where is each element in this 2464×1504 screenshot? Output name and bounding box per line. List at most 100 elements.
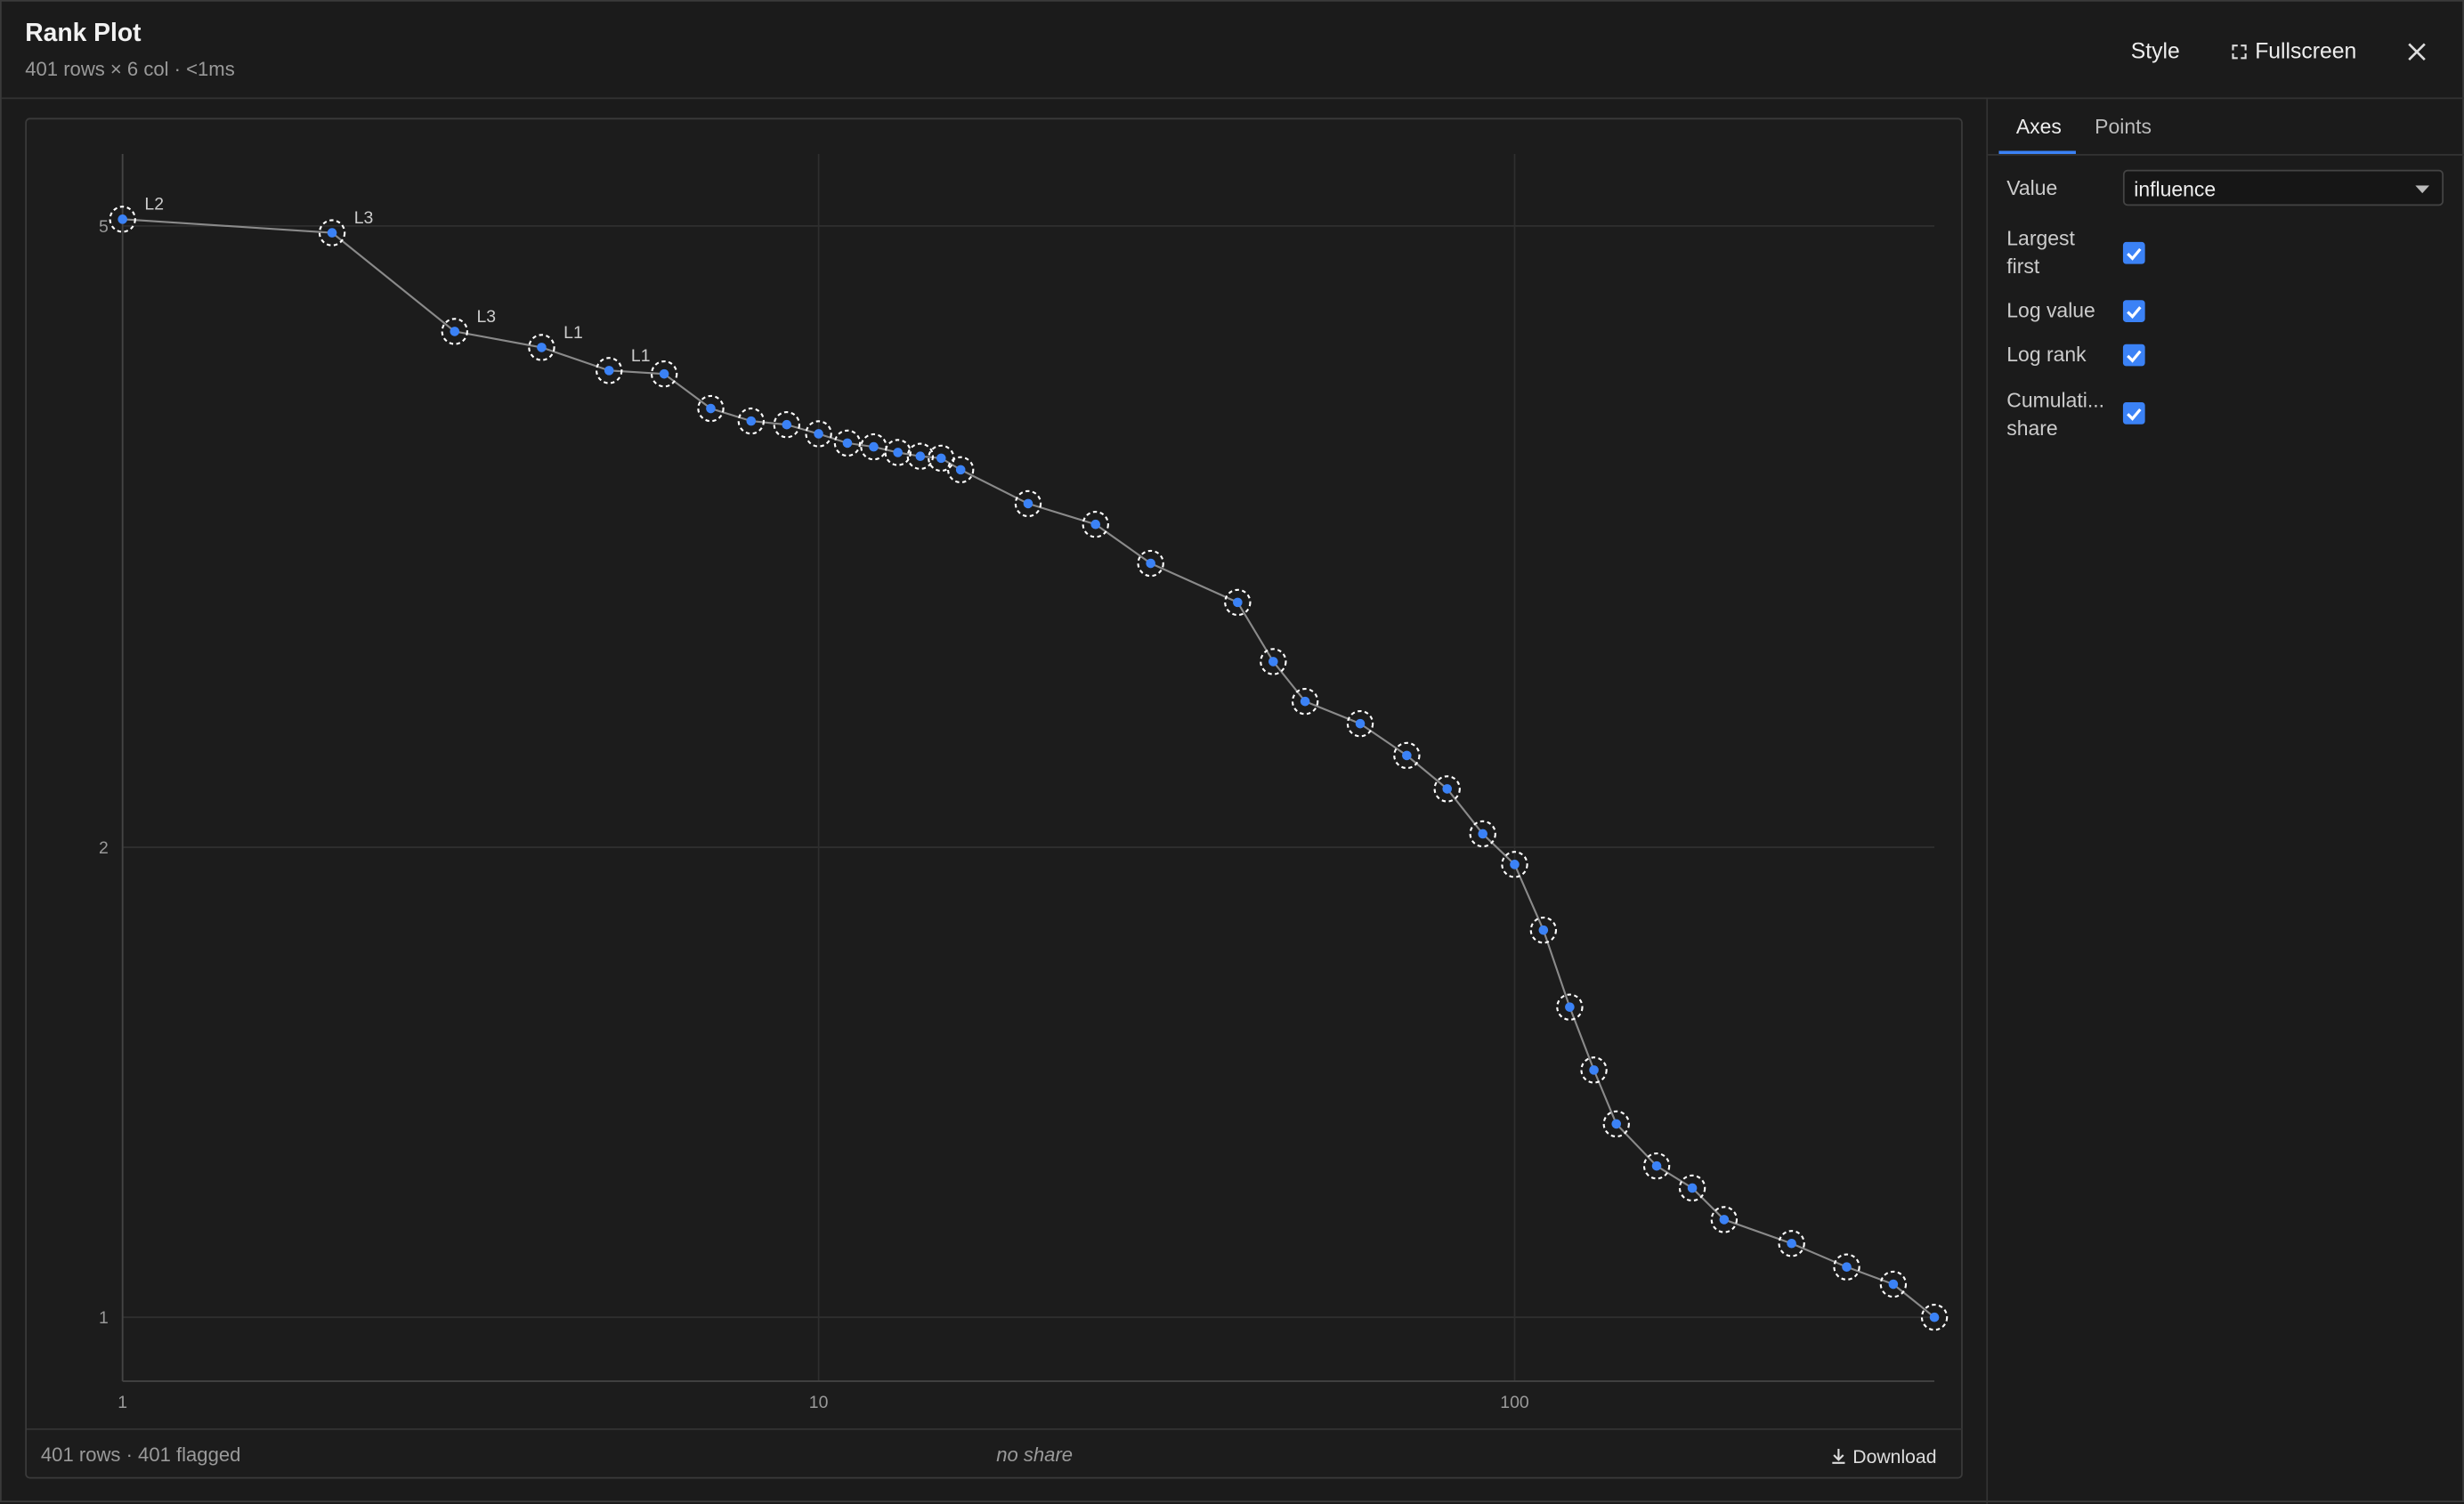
x-tick-label: 10 (809, 1393, 829, 1412)
flag-ring (1580, 1056, 1608, 1084)
connector-line (122, 218, 1935, 1319)
point (915, 451, 926, 462)
point (1510, 860, 1520, 869)
control-label: Log value (2006, 298, 2095, 322)
flag-ring (1556, 993, 1584, 1021)
point (1442, 784, 1453, 794)
point (782, 419, 792, 430)
flag-ring (1224, 588, 1252, 617)
point (1090, 519, 1101, 530)
flag-ring (884, 439, 912, 466)
point (1687, 1183, 1698, 1193)
y-tick-label: 5 (99, 217, 109, 237)
flag-ring (833, 429, 862, 457)
point (537, 343, 547, 352)
check (2127, 408, 2142, 421)
checkbox[interactable] (2122, 402, 2145, 425)
point (327, 228, 337, 238)
point (893, 448, 903, 457)
control-label: Log rank (2006, 342, 2087, 367)
point (1146, 558, 1155, 569)
tab[interactable]: Points (2095, 114, 2152, 139)
value-select[interactable]: influence (2122, 169, 2444, 206)
point (1233, 597, 1243, 608)
flag-ring (650, 360, 678, 388)
flag-ring (1346, 709, 1374, 738)
flag-ring (947, 456, 975, 484)
point (1611, 1119, 1622, 1129)
flag-ring (1833, 1253, 1860, 1281)
check (2127, 247, 2142, 261)
divider (27, 1428, 1963, 1430)
point (1023, 498, 1033, 509)
flag-ring (109, 206, 136, 233)
subtitle: 401 rows × 6 col · <1ms (25, 58, 235, 81)
flag-ring (906, 442, 935, 470)
x-tick-label: 1 (118, 1393, 127, 1412)
check (2127, 306, 2142, 319)
checkbox[interactable] (2122, 241, 2145, 264)
dropdown-caret (2415, 185, 2430, 194)
point-label: L3 (476, 307, 496, 327)
flag-ring (1778, 1230, 1805, 1257)
checkbox[interactable] (2122, 300, 2145, 322)
flag-ring (441, 318, 468, 345)
flag-ring (1602, 1110, 1630, 1138)
flag-ring (697, 394, 725, 423)
download-icon (1832, 1448, 1845, 1464)
style-button[interactable]: Style (2130, 37, 2180, 63)
flag-ring (805, 420, 832, 448)
checkbox[interactable] (2122, 344, 2145, 367)
point (955, 465, 966, 475)
value-label: Value (2006, 175, 2058, 200)
point-label: L2 (144, 195, 164, 214)
fullscreen-button[interactable]: Fullscreen (2255, 37, 2357, 63)
check (2127, 350, 2142, 363)
flag-ring (1678, 1174, 1706, 1202)
flag-ring (1920, 1304, 1949, 1331)
title: Rank Plot (25, 20, 142, 47)
point (1651, 1160, 1662, 1171)
footer-summary: 401 rows · 401 flagged (40, 1443, 241, 1467)
control-label: Largest first (2006, 226, 2075, 279)
point (1355, 718, 1366, 729)
fullscreen-icon (2232, 44, 2247, 60)
point (1478, 829, 1488, 839)
x-tick-label: 100 (1500, 1393, 1529, 1412)
chart-panel (25, 117, 1963, 1479)
tab-indicator (1998, 150, 2076, 155)
point (814, 429, 823, 439)
divider (1986, 99, 1989, 1504)
flag-ring (1082, 511, 1109, 538)
point-label: L1 (563, 323, 583, 343)
point (604, 366, 614, 376)
point (450, 327, 460, 336)
flag-ring (737, 407, 765, 435)
point (1719, 1215, 1730, 1225)
divider (1, 97, 2464, 100)
flag-ring (1260, 648, 1287, 675)
point (1538, 925, 1549, 935)
download-button[interactable]: Download (1852, 1445, 1937, 1468)
y-tick-label: 1 (99, 1308, 109, 1328)
flag-ring (1137, 549, 1164, 578)
point (1402, 750, 1412, 761)
close-button[interactable] (2407, 43, 2426, 61)
point-label: L1 (631, 346, 651, 366)
flag-ring (528, 334, 555, 361)
flag-ring (1529, 916, 1558, 944)
point (1300, 696, 1310, 707)
point (1888, 1279, 1899, 1290)
flag-ring (1291, 687, 1319, 716)
flag-ring (1501, 851, 1528, 878)
flag-ring (1879, 1270, 1908, 1298)
control-label: Cumulati... share (2006, 388, 2104, 441)
divider (1988, 154, 2464, 156)
tab[interactable]: Axes (2015, 114, 2062, 139)
point (842, 438, 853, 449)
footer-share: no share (996, 1443, 1074, 1467)
point-label: L3 (354, 208, 374, 228)
flag-ring (596, 357, 623, 384)
